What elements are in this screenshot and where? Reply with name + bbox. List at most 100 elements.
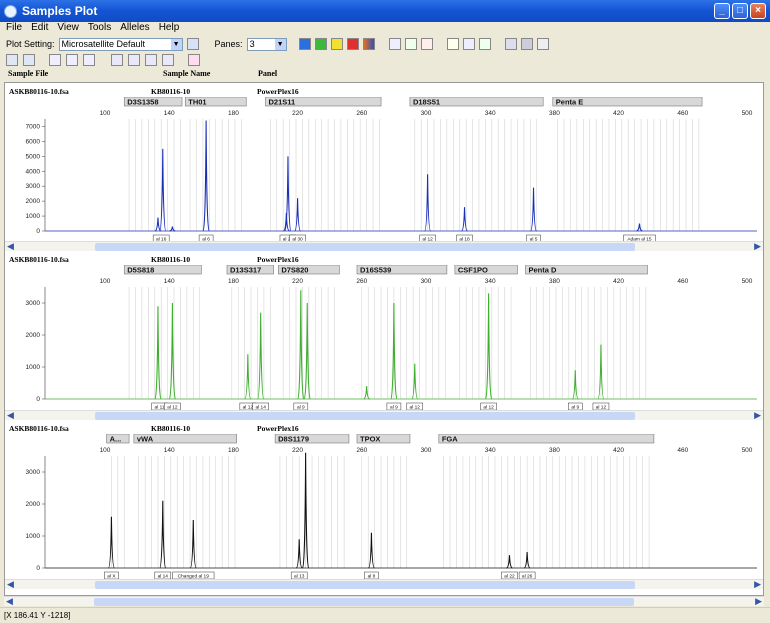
layout-split-icon[interactable] (520, 38, 533, 50)
minimize-button[interactable]: _ (714, 3, 730, 19)
electropherogram-black[interactable]: A... vWA D8S1179 TPOX FGA 100 140 180 220 260 300 3… (5, 434, 763, 584)
allele-label-text: al 14 (255, 405, 266, 411)
x-tick-label: 300 (421, 447, 432, 454)
scroll-left-icon[interactable]: ◀ (7, 241, 14, 251)
allele-label-text: al 12 (243, 405, 254, 411)
menu-alleles[interactable]: Alleles (120, 22, 150, 33)
peak (302, 452, 310, 569)
marker-label: Penta D (529, 266, 558, 275)
menu-tools[interactable]: Tools (87, 22, 112, 33)
sizing-icon[interactable] (446, 38, 459, 50)
x-tick-label: 500 (742, 110, 753, 117)
peak (159, 148, 167, 232)
scroll-thumb[interactable] (94, 598, 634, 606)
allele-label-text: al 12 (483, 405, 494, 411)
blue-dye-icon[interactable] (298, 38, 311, 50)
x-tick-label: 140 (164, 278, 175, 285)
menu-file[interactable]: File (6, 22, 23, 33)
plot-setting-select[interactable]: Microsatellite Default ▼ (58, 37, 183, 51)
electropherogram-green[interactable]: D5S818 D13S317 D7S820 D16S539 CSF1PO Penta D 1… (5, 265, 763, 415)
pane-1-scrollbar[interactable]: ◀ ▶ (5, 241, 763, 251)
y-tick-label: 7000 (26, 123, 41, 130)
main-scrollbar[interactable]: ◀ ▶ (4, 596, 764, 606)
menu-view[interactable]: View (57, 22, 79, 33)
x-tick-label: 260 (356, 110, 367, 117)
panes-select[interactable]: 3 ▼ (246, 37, 287, 51)
panes-value: 3 (249, 38, 255, 49)
scroll-left-icon[interactable]: ◀ (7, 410, 14, 420)
scroll-left-icon[interactable]: ◀ (6, 596, 13, 606)
all-dyes-icon[interactable] (362, 38, 375, 50)
allele-call-icon[interactable] (478, 38, 491, 50)
scroll-thumb[interactable] (95, 243, 635, 251)
marker-box (226, 265, 274, 275)
electropherogram-pane-1: ASKB80116-10.fsa KB80116-10 PowerPlex16 … (5, 85, 763, 255)
scroll-right-icon[interactable]: ▶ (754, 410, 761, 420)
layout-single-icon[interactable] (536, 38, 549, 50)
marker-label: TH01 (188, 98, 206, 107)
table-view-icon[interactable] (388, 38, 401, 50)
full-view-icon[interactable] (83, 54, 95, 66)
layout-grid-icon[interactable] (504, 38, 517, 50)
scroll-right-icon[interactable]: ▶ (755, 596, 762, 606)
scale-icon[interactable] (128, 54, 140, 66)
scroll-thumb[interactable] (95, 412, 635, 420)
sync-axes-icon[interactable] (111, 54, 123, 66)
green-dye-icon[interactable] (314, 38, 327, 50)
scroll-right-icon[interactable]: ▶ (754, 579, 761, 589)
peak (303, 302, 311, 400)
arrow-icon[interactable] (145, 54, 157, 66)
y-zoom-icon[interactable] (66, 54, 78, 66)
marker-box (438, 434, 655, 444)
maximize-button[interactable]: □ (732, 3, 748, 19)
x-zoom-icon[interactable] (49, 54, 61, 66)
allele-label-text: al 9 (571, 405, 579, 411)
allele-label-text: al 12 (410, 405, 421, 411)
marker-label: Penta E (556, 98, 584, 107)
plot-toolbar: Plot Setting: Microsatellite Default ▼ P… (0, 36, 770, 52)
peak (411, 363, 419, 400)
menu-edit[interactable]: Edit (31, 22, 49, 33)
x-tick-label: 420 (613, 278, 624, 285)
peak (597, 344, 605, 400)
pane-3-scrollbar[interactable]: ◀ ▶ (5, 579, 763, 589)
plot-settings-editor-icon[interactable] (186, 38, 199, 50)
allele-label-text: al 26 (522, 574, 533, 580)
pane-sample-file: ASKB80116-10.fsa (9, 424, 69, 433)
zoom-in-icon[interactable] (6, 54, 18, 66)
marker-label: D8S1179 (278, 435, 309, 444)
marker-label: D5S818 (127, 266, 154, 275)
overlay-icon[interactable] (462, 38, 475, 50)
peak-labels-icon[interactable] (420, 38, 433, 50)
scroll-right-icon[interactable]: ▶ (754, 241, 761, 251)
plot-setting-value: Microsatellite Default (61, 38, 146, 49)
scroll-thumb[interactable] (95, 581, 635, 589)
electropherogram-blue[interactable]: D3S1358 TH01 D21S11 D18S51 Penta E 100 140 180 2… (5, 97, 763, 247)
y-tick-label: 2000 (26, 501, 41, 508)
y-tick-label: 3000 (26, 183, 41, 190)
red-dye-icon[interactable] (346, 38, 359, 50)
close-button[interactable]: × (750, 3, 766, 19)
pane-2-scrollbar[interactable]: ◀ ▶ (5, 410, 763, 420)
peak (154, 217, 162, 232)
menu-bar: File Edit View Tools Alleles Help (0, 22, 770, 36)
chevron-down-icon: ▼ (170, 38, 182, 50)
print-icon[interactable] (188, 54, 200, 66)
y-tick-label: 1000 (26, 533, 41, 540)
allele-label-text: al 12 (167, 405, 178, 411)
marker-label: D3S1358 (127, 98, 158, 107)
menu-help[interactable]: Help (158, 22, 180, 33)
scroll-left-icon[interactable]: ◀ (7, 579, 14, 589)
zoom-out-icon[interactable] (23, 54, 35, 66)
peak (529, 187, 538, 232)
marker-box (106, 434, 130, 444)
bins-icon[interactable] (404, 38, 417, 50)
marker-box (409, 97, 544, 107)
marker-label: D18S51 (413, 98, 440, 107)
pin-icon[interactable] (162, 54, 174, 66)
peak (367, 532, 375, 569)
yellow-dye-icon[interactable] (330, 38, 343, 50)
peak (571, 370, 579, 400)
sample-name-header: Sample Name (163, 69, 211, 78)
